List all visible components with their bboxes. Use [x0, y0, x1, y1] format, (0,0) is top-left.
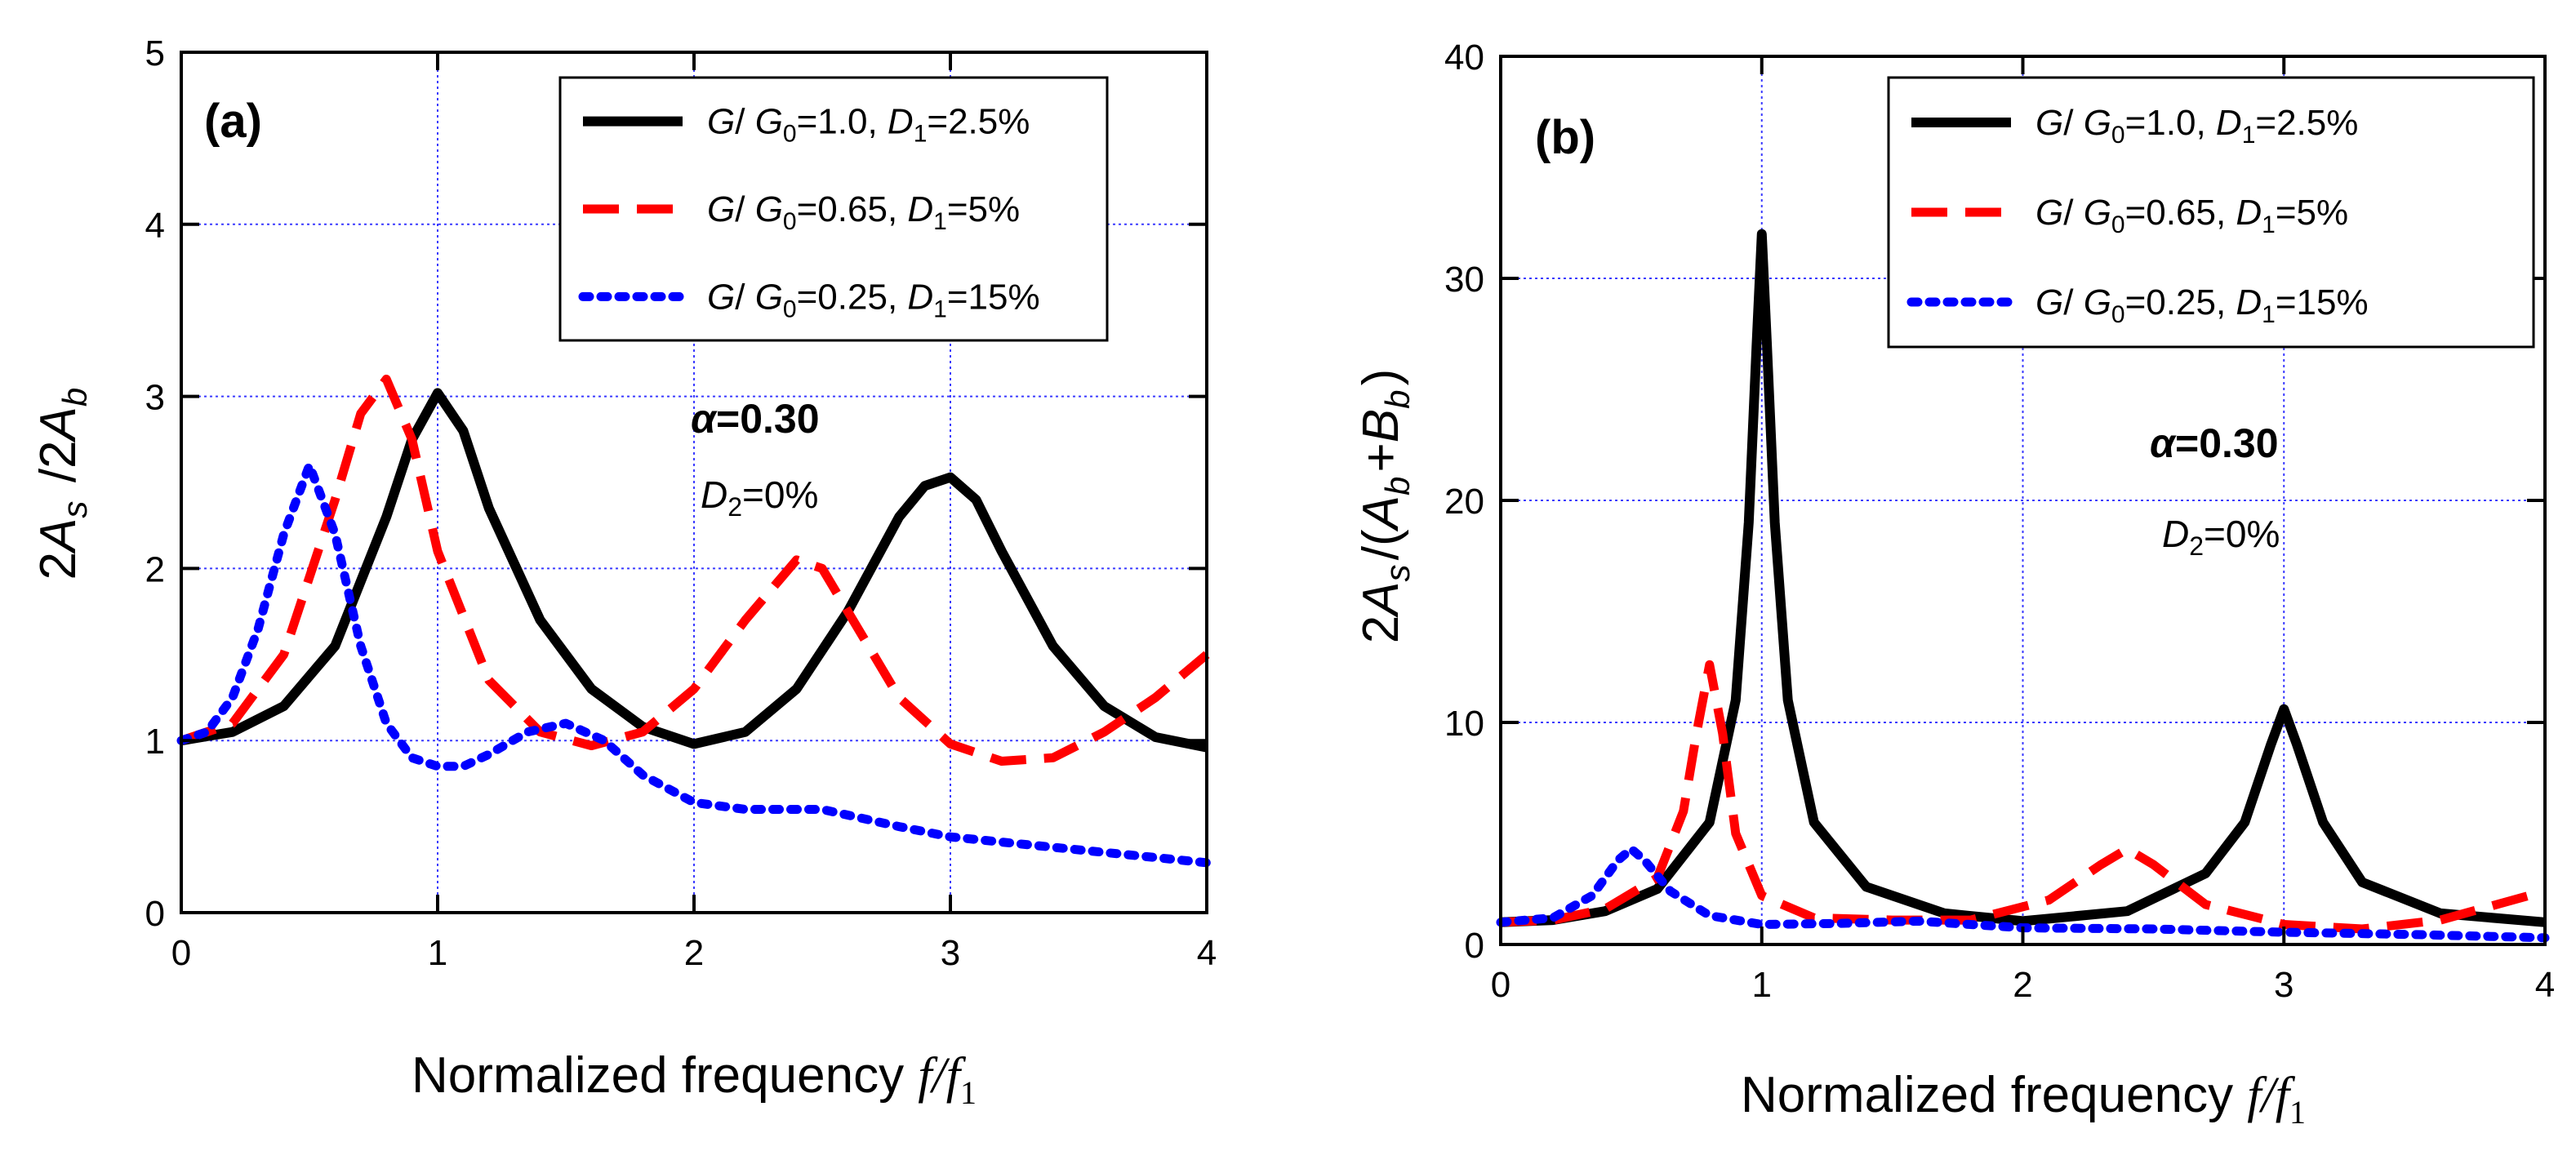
y-tick-label: 2 [145, 549, 165, 589]
x-tick-label: 3 [941, 933, 960, 973]
series-line-dotted [176, 460, 1212, 868]
series-line-dotted [1496, 844, 2550, 943]
alpha-annotation: α=0.30 [691, 396, 820, 442]
y-tick-label: 40 [1444, 38, 1484, 78]
x-tick-label: 2 [2013, 965, 2032, 1005]
x-tick-label: 0 [171, 933, 191, 973]
y-tick-label: 30 [1444, 260, 1484, 300]
legend-entry-label: G/ G0=0.65, D1=5% [707, 189, 1020, 235]
alpha-annotation: α=0.30 [2150, 420, 2279, 466]
chart-panel-a: 0 1 2 3 4 0 1 2 3 4 5 (a) G/ G0=1.0, D1=2.5% G/ G0=0.… [30, 33, 1217, 1111]
y-tick-label: 4 [145, 206, 165, 246]
damping-annotation: D2=0% [701, 473, 818, 522]
y-tick-label: 5 [145, 33, 165, 73]
x-tick-label: 3 [2274, 965, 2293, 1005]
legend-entry-label: G/ G0=1.0, D1=2.5% [707, 102, 1030, 148]
x-axis-title: Normalized frequency f/f1 [412, 1047, 977, 1111]
legend-entry-label: G/ G0=1.0, D1=2.5% [2035, 103, 2358, 149]
x-tick-label: 1 [1752, 965, 1772, 1005]
panel-label: (b) [1535, 111, 1595, 164]
legend-entry-label: G/ G0=0.25, D1=15% [707, 277, 1040, 322]
x-tick-label: 4 [1197, 933, 1217, 973]
damping-annotation: D2=0% [2162, 513, 2280, 561]
y-tick-label: 20 [1444, 482, 1484, 522]
y-tick-label: 0 [145, 894, 165, 934]
x-axis-title: Normalized frequency f/f1 [1741, 1067, 2306, 1131]
y-axis-title: 2As /(Ab +Bb ) [1353, 369, 1417, 644]
x-tick-label: 4 [2535, 965, 2555, 1005]
y-tick-label: 0 [1465, 926, 1484, 966]
y-tick-label: 3 [145, 378, 165, 418]
x-tick-label: 1 [428, 933, 447, 973]
legend-entry-label: G/ G0=0.65, D1=5% [2035, 193, 2348, 238]
legend-entry-label: G/ G0=0.25, D1=15% [2035, 282, 2369, 328]
series-line-solid [180, 388, 1208, 753]
x-tick-label: 0 [1491, 965, 1510, 1005]
panel-label: (a) [204, 95, 262, 148]
legend: G/ G0=1.0, D1=2.5% G/ G0=0.65, D1=5% G/ G0… [558, 76, 1109, 342]
legend: G/ G0=1.0, D1=2.5% G/ G0=0.65, D1=5% G/ G0… [1887, 76, 2535, 349]
series-line-dashed [1500, 660, 2547, 934]
series-line-solid [1500, 229, 2546, 927]
y-axis-title: 2As /2Ab [30, 384, 94, 580]
x-tick-label: 2 [684, 933, 704, 973]
y-tick-label: 1 [145, 722, 165, 762]
series-line-dashed [180, 375, 1210, 766]
y-tick-label: 10 [1444, 704, 1484, 744]
